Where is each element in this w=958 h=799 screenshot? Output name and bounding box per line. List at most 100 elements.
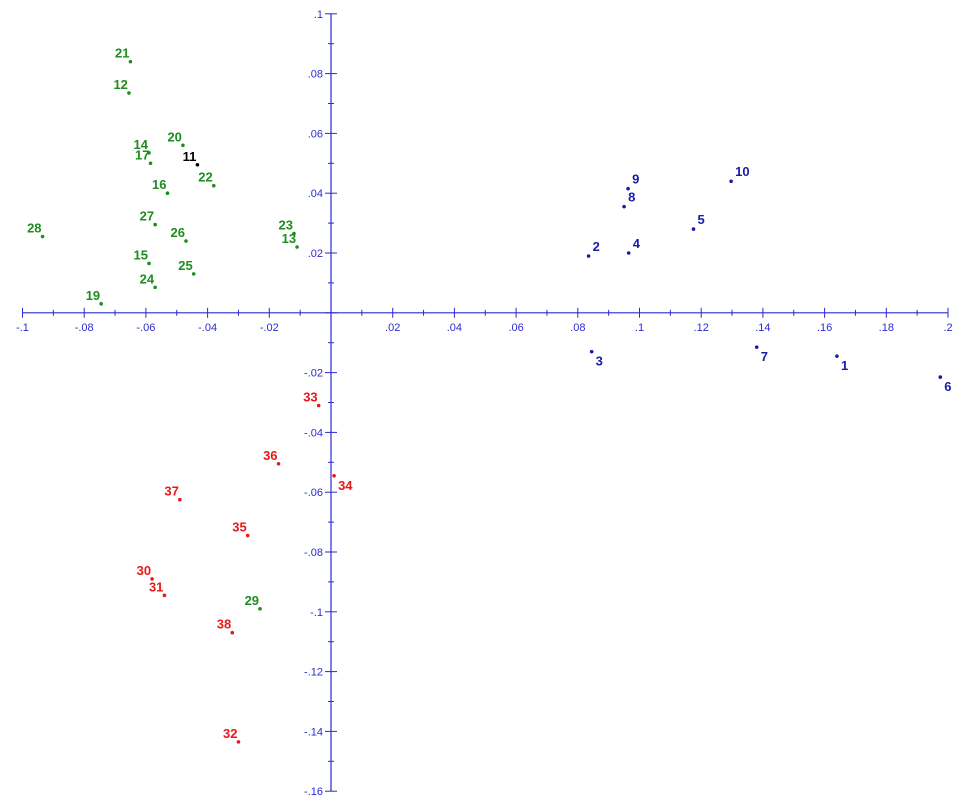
point-label: 33 bbox=[303, 389, 317, 404]
y-tick-label: -.04 bbox=[304, 427, 323, 439]
point-label: 31 bbox=[149, 579, 163, 594]
data-point bbox=[236, 740, 241, 744]
data-point bbox=[181, 143, 185, 148]
x-tick-label: .18 bbox=[879, 322, 894, 334]
data-point bbox=[292, 231, 296, 236]
data-point bbox=[626, 186, 630, 191]
data-point bbox=[754, 345, 759, 349]
data-point bbox=[99, 302, 103, 306]
data-point bbox=[835, 354, 839, 358]
data-point bbox=[128, 59, 133, 64]
data-point bbox=[195, 162, 200, 167]
y-tick-label: -.14 bbox=[304, 726, 323, 738]
point-label: 14 bbox=[134, 137, 149, 152]
point-label: 12 bbox=[113, 77, 127, 92]
point-label: 34 bbox=[338, 478, 353, 493]
point-label: 23 bbox=[279, 218, 293, 233]
y-tick-label: .04 bbox=[308, 188, 323, 200]
data-point bbox=[127, 91, 131, 95]
point-label: 3 bbox=[596, 354, 603, 369]
point-label: 21 bbox=[115, 46, 129, 61]
data-point bbox=[211, 183, 216, 188]
y-tick-label: -.08 bbox=[304, 547, 323, 559]
point-label: 11 bbox=[183, 149, 197, 164]
x-tick-label: .04 bbox=[447, 322, 462, 334]
point-label: 27 bbox=[140, 209, 154, 224]
x-tick-label: .02 bbox=[385, 322, 400, 334]
point-label: 4 bbox=[633, 236, 641, 251]
data-point bbox=[147, 151, 151, 155]
data-point bbox=[622, 204, 626, 209]
data-point bbox=[586, 254, 591, 258]
y-tick-label: .08 bbox=[308, 69, 323, 81]
data-point bbox=[332, 473, 336, 478]
x-tick-label: .06 bbox=[508, 322, 523, 334]
data-point bbox=[938, 375, 943, 379]
point-label: 9 bbox=[632, 172, 639, 187]
point-label: 19 bbox=[86, 288, 100, 303]
point-label: 20 bbox=[167, 129, 181, 144]
data-point bbox=[245, 533, 250, 538]
point-label: 28 bbox=[27, 221, 41, 236]
x-tick-label: .08 bbox=[570, 322, 585, 334]
point-label: 8 bbox=[628, 190, 635, 205]
point-label: 7 bbox=[761, 349, 768, 364]
point-label: 30 bbox=[137, 563, 151, 578]
x-tick-label: .12 bbox=[694, 322, 709, 334]
axes-group bbox=[22, 13, 948, 792]
y-tick-label: .06 bbox=[308, 128, 323, 140]
point-label: 29 bbox=[245, 593, 259, 608]
data-point bbox=[295, 245, 299, 249]
x-tick-label: .1 bbox=[635, 322, 644, 334]
point-label: 15 bbox=[134, 247, 148, 262]
y-tick-label: -.16 bbox=[304, 786, 323, 798]
data-point bbox=[276, 461, 281, 466]
x-tick-label: -.06 bbox=[136, 322, 155, 334]
data-point bbox=[148, 161, 153, 166]
x-tick-label: -.08 bbox=[75, 322, 94, 334]
data-point bbox=[40, 234, 45, 239]
data-point bbox=[230, 630, 235, 635]
x-tick-label: -.1 bbox=[16, 322, 29, 334]
point-label: 38 bbox=[217, 617, 231, 632]
x-tick-label: -.02 bbox=[260, 322, 279, 334]
data-point bbox=[258, 607, 262, 611]
point-label: 5 bbox=[697, 212, 704, 227]
y-tick-label: -.1 bbox=[310, 607, 323, 619]
point-label: 6 bbox=[944, 379, 951, 394]
data-point bbox=[691, 227, 696, 231]
data-point bbox=[165, 191, 170, 195]
data-point bbox=[153, 222, 157, 227]
data-point bbox=[191, 272, 196, 276]
x-tick-label: .14 bbox=[755, 322, 770, 334]
point-label: 13 bbox=[282, 231, 296, 246]
point-label: 36 bbox=[263, 448, 277, 463]
y-tick-label: -.06 bbox=[304, 487, 323, 499]
x-tick-label: .16 bbox=[817, 322, 832, 334]
y-ticks-group: .1 .08 .06 .04 .02 -.02 -.04 -.06 -.08 -.1 -.12 -.1… bbox=[304, 9, 337, 798]
point-label: 24 bbox=[140, 271, 155, 286]
point-label: 2 bbox=[593, 239, 600, 254]
point-label: 32 bbox=[223, 726, 237, 741]
x-tick-label: -.04 bbox=[198, 322, 217, 334]
data-point bbox=[150, 577, 154, 581]
point-label: 16 bbox=[152, 177, 166, 192]
data-point bbox=[162, 593, 167, 598]
point-label: 25 bbox=[178, 258, 192, 273]
y-tick-label: -.12 bbox=[304, 667, 323, 679]
data-point bbox=[589, 349, 594, 354]
data-point bbox=[729, 179, 733, 184]
y-tick-label: -.02 bbox=[304, 368, 323, 380]
x-tick-label: .2 bbox=[943, 322, 952, 334]
point-label: 10 bbox=[735, 164, 749, 179]
data-point bbox=[153, 285, 157, 290]
data-point bbox=[626, 251, 631, 255]
data-point bbox=[184, 239, 188, 243]
x-ticks-group: -.1 -.08 -.06 -.04 -.02 .02 .04 .06 .08 .1 .12 .14.… bbox=[16, 307, 953, 334]
point-label: 22 bbox=[198, 170, 212, 185]
data-point bbox=[316, 403, 321, 408]
point-label: 26 bbox=[171, 225, 185, 240]
data-point bbox=[178, 497, 182, 502]
